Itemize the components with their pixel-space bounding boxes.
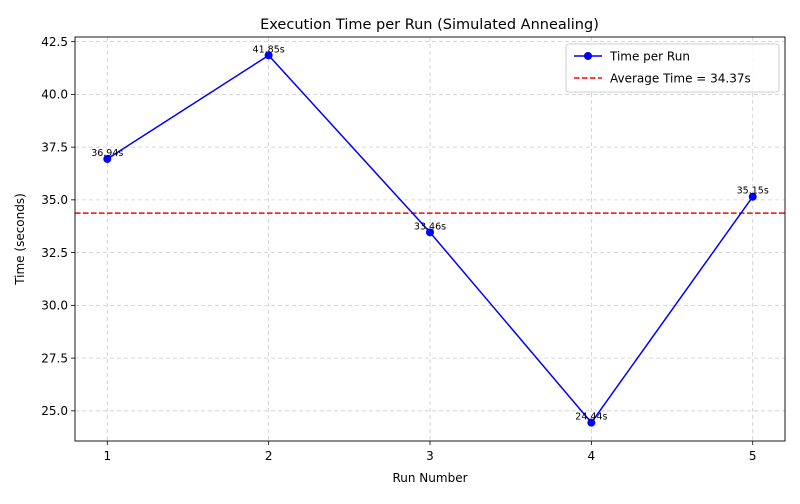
legend-series-marker — [584, 52, 592, 60]
y-tick-label: 25.0 — [41, 404, 68, 418]
x-tick-label: 5 — [749, 449, 757, 463]
y-tick-label: 42.5 — [41, 35, 68, 49]
legend-series-label: Time per Run — [609, 50, 690, 64]
legend-average-label: Average Time = 34.37s — [610, 72, 751, 86]
x-tick-label: 3 — [426, 449, 434, 463]
grid — [75, 37, 785, 441]
x-tick-label: 1 — [103, 449, 111, 463]
data-label: 24.44s — [575, 412, 607, 423]
legend-box — [565, 43, 780, 93]
chart-title: Execution Time per Run (Simulated Anneal… — [260, 17, 599, 33]
data-label: 36.94s — [91, 148, 123, 159]
data-label: 33.46s — [414, 221, 446, 232]
series-layer — [103, 51, 757, 427]
x-tick-label: 2 — [265, 449, 273, 463]
data-point — [264, 51, 273, 60]
x-axis: 1 2 3 4 5 — [103, 441, 757, 463]
y-tick-label: 27.5 — [41, 351, 68, 365]
y-axis-label: Time (seconds) — [13, 193, 27, 286]
data-label: 35.15s — [737, 186, 769, 197]
x-axis-label: Run Number — [392, 471, 467, 485]
y-tick-label: 37.5 — [41, 140, 68, 154]
y-tick-label: 32.5 — [41, 246, 68, 260]
legend: Time per Run Average Time = 34.37s — [565, 43, 780, 93]
data-point — [587, 418, 596, 427]
y-tick-label: 30.0 — [41, 299, 68, 313]
data-labels: 36.94s 41.85s 33.46s 24.44s 35.15s — [91, 44, 769, 422]
data-point — [103, 154, 112, 163]
y-tick-label: 35.0 — [41, 193, 68, 207]
y-tick-label: 40.0 — [41, 88, 68, 102]
x-tick-label: 4 — [588, 449, 596, 463]
data-label: 41.85s — [253, 44, 285, 55]
y-axis: 25.0 27.5 30.0 32.5 35.0 37.5 40.0 42.5 — [41, 35, 75, 418]
data-point — [748, 192, 757, 201]
data-point — [426, 228, 434, 237]
